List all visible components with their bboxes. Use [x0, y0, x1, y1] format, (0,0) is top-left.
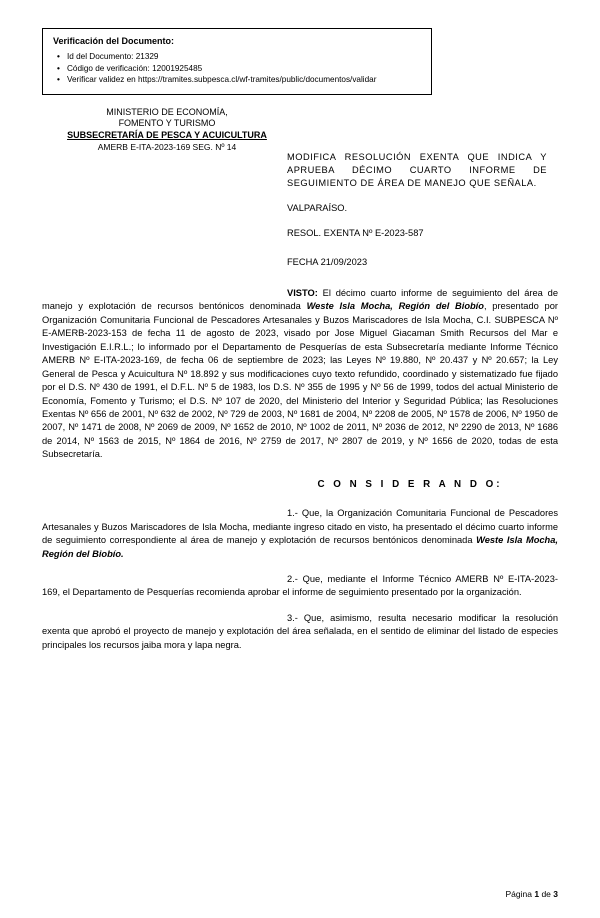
subsecretary-line: SUBSECRETARÍA DE PESCA Y ACUICULTURA — [42, 130, 292, 142]
ministry-header: MINISTERIO DE ECONOMÍA, FOMENTO Y TURISM… — [42, 107, 292, 153]
amerb-code: AMERB E-ITA-2023-169 SEG. Nº 14 — [42, 142, 292, 153]
footer-prefix: Página — [506, 889, 535, 899]
footer-mid: de — [539, 889, 553, 899]
visto-area-name: Weste Isla Mocha, Región del Biobío — [307, 301, 484, 311]
verification-title: Verificación del Documento: — [53, 35, 421, 47]
paragraph-text: 3.- Que, asimismo, resulta necesario mod… — [42, 613, 558, 650]
visto-lead: VISTO: — [287, 288, 318, 298]
visto-section: VISTO: El décimo cuarto informe de segui… — [42, 287, 558, 462]
considerando-paragraph: 1.- Que, la Organización Comunitaria Fun… — [42, 507, 558, 561]
verification-list: Id del Documento: 21329 Código de verifi… — [53, 51, 421, 85]
considerando-paragraph: 3.- Que, asimismo, resulta necesario mod… — [42, 612, 558, 652]
verification-item: Código de verificación: 12001925485 — [67, 63, 421, 74]
considerando-title: C O N S I D E R A N D O: — [262, 478, 558, 491]
paragraph-text: 2.- Que, mediante el Informe Técnico AME… — [42, 574, 558, 597]
visto-text: , presentado por Organización Comunitari… — [42, 301, 558, 459]
ministry-line: MINISTERIO DE ECONOMÍA, — [42, 107, 292, 119]
resolution-number: RESOL. EXENTA Nº E-2023-587 — [287, 227, 547, 240]
footer-total-pages: 3 — [553, 889, 558, 899]
page-footer: Página 1 de 3 — [506, 889, 559, 900]
verification-box: Verificación del Documento: Id del Docum… — [42, 28, 432, 95]
verification-item: Verificar validez en https://tramites.su… — [67, 74, 421, 85]
subject-block: MODIFICA RESOLUCIÓN EXENTA QUE INDICA Y … — [287, 151, 547, 269]
verification-item: Id del Documento: 21329 — [67, 51, 421, 62]
ministry-line: FOMENTO Y TURISMO — [42, 118, 292, 130]
city: VALPARAÍSO. — [287, 202, 547, 215]
considerando-paragraph: 2.- Que, mediante el Informe Técnico AME… — [42, 573, 558, 600]
resolution-subject: MODIFICA RESOLUCIÓN EXENTA QUE INDICA Y … — [287, 151, 547, 190]
resolution-date: FECHA 21/09/2023 — [287, 256, 547, 269]
